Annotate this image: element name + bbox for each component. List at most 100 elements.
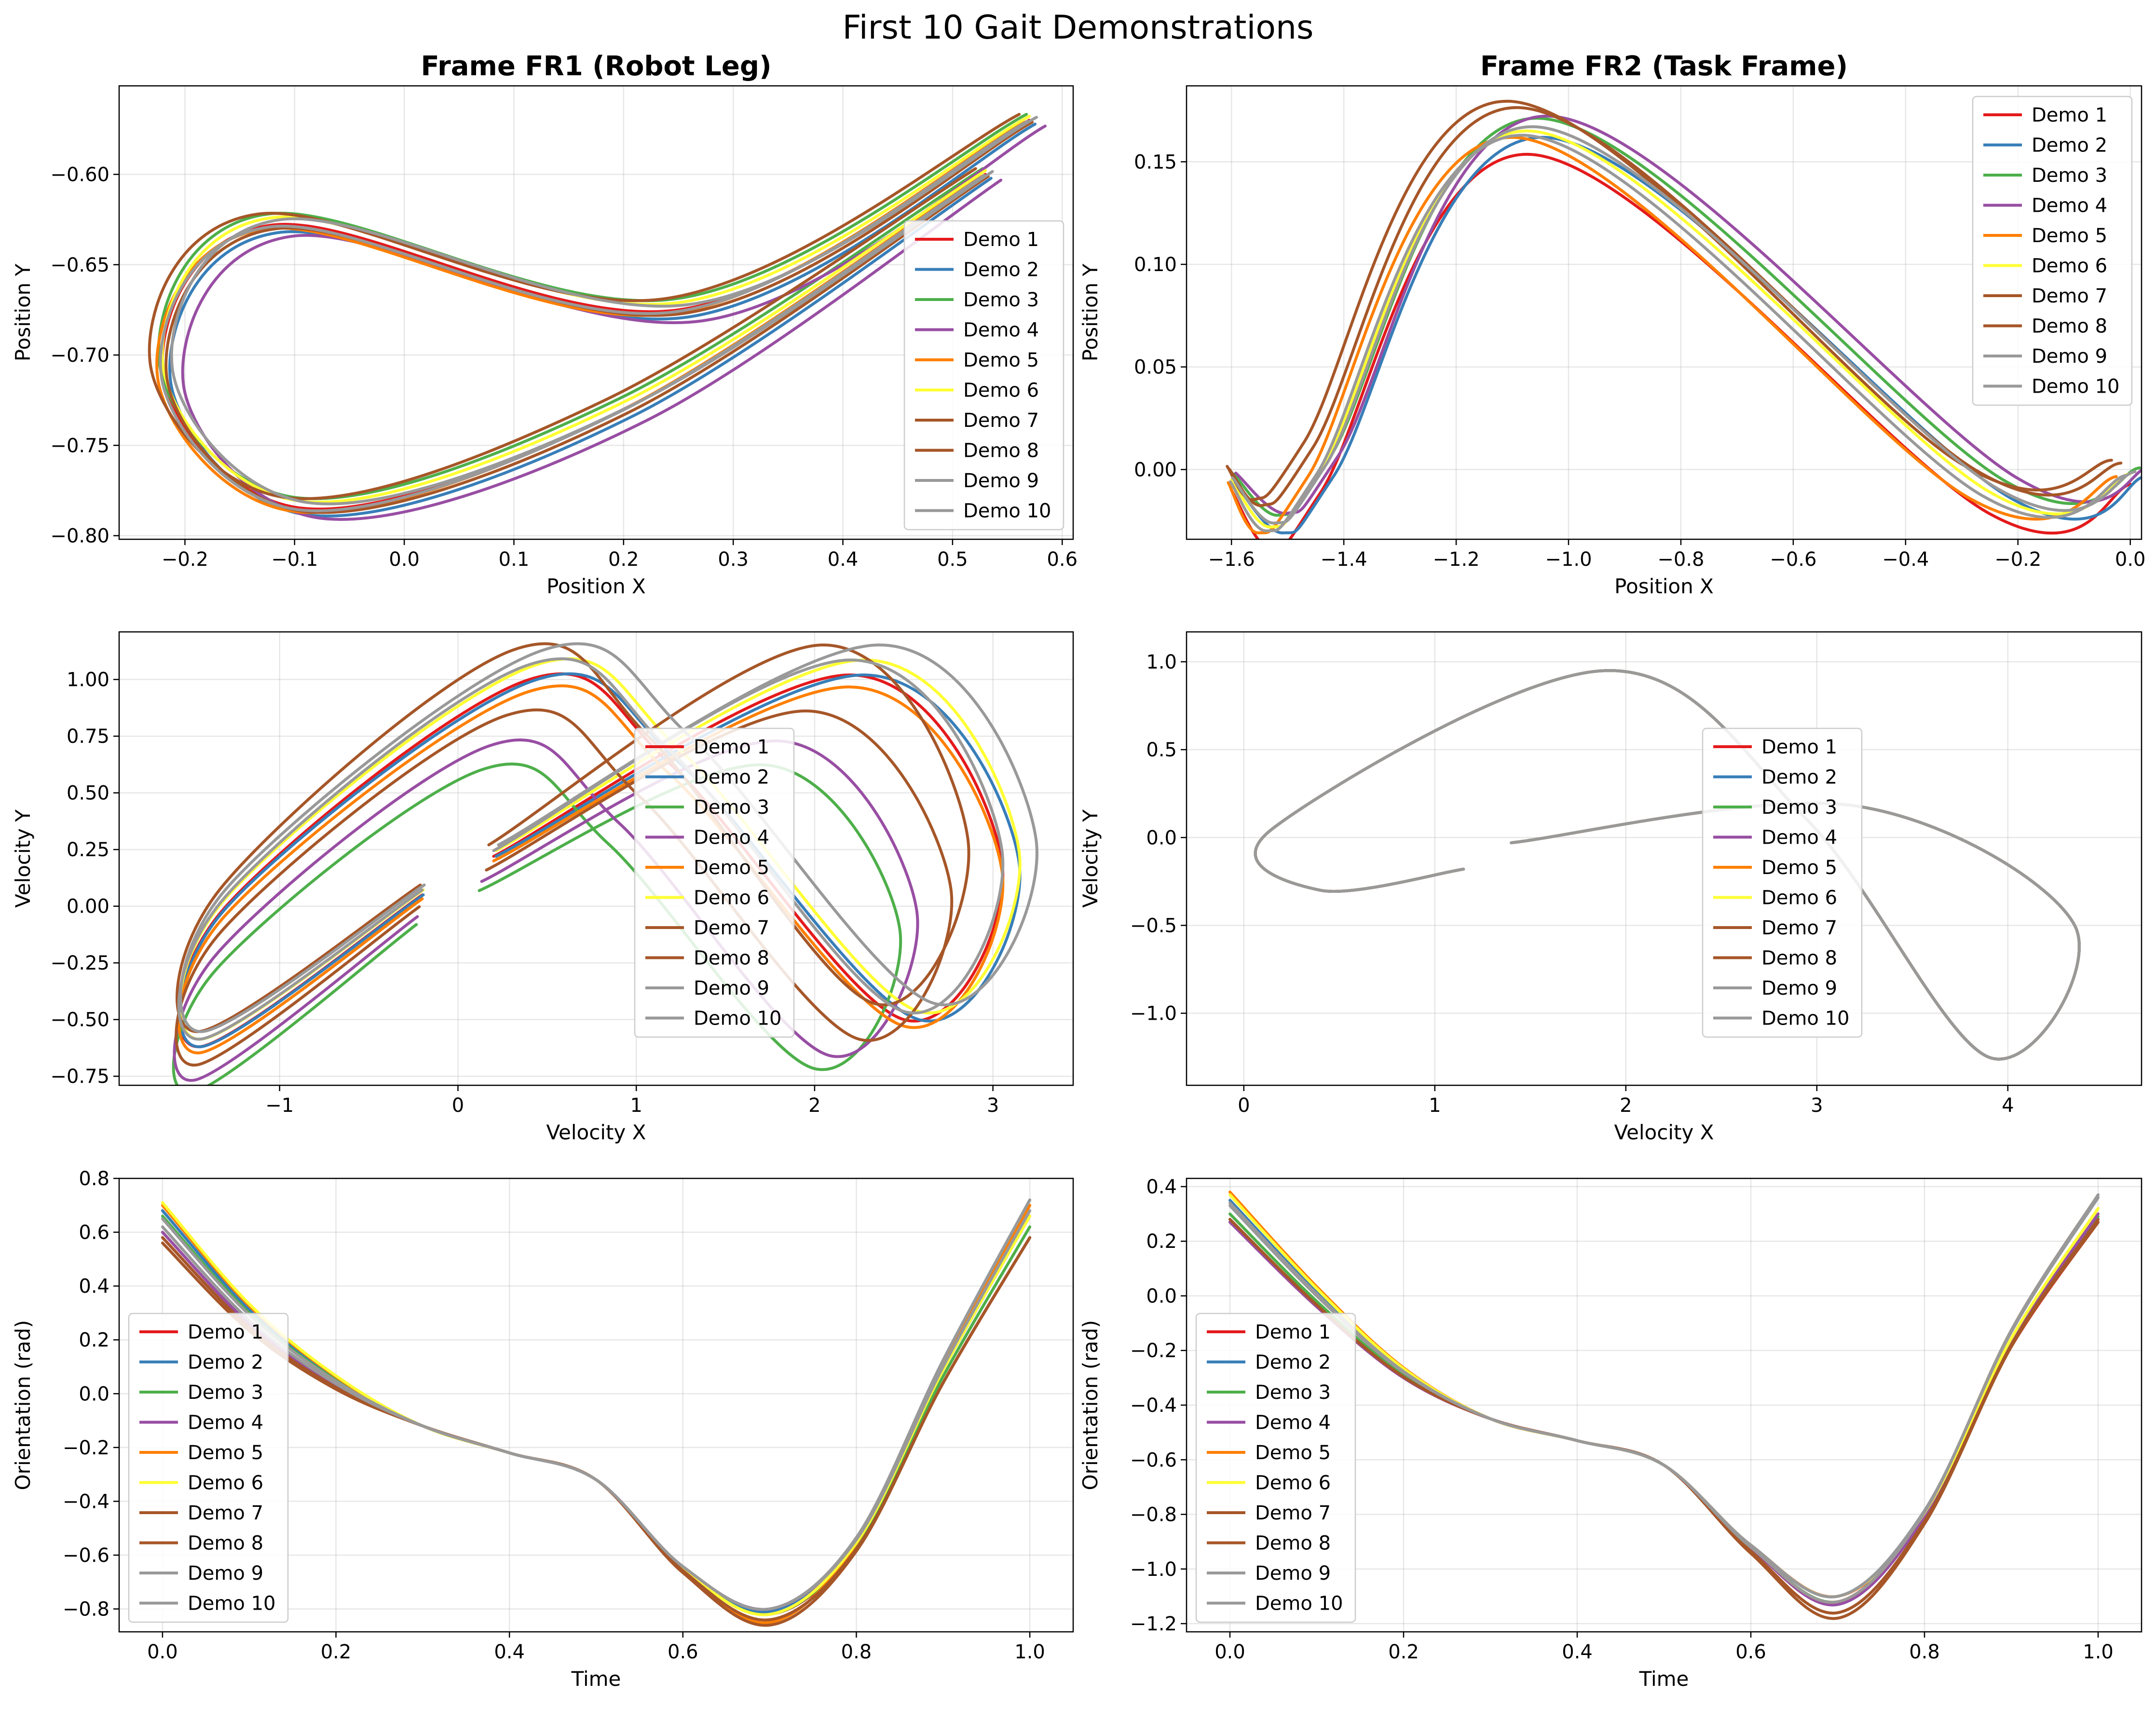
x-tick-label: −0.8 (1657, 548, 1704, 571)
legend-label: Demo 8 (188, 1532, 263, 1555)
legend-label: Demo 8 (2032, 315, 2107, 338)
y-axis-label: Velocity Y (1078, 809, 1102, 908)
y-tick-label: 0.5 (1146, 739, 1177, 761)
x-tick-label: 0.0 (1214, 1641, 1245, 1663)
legend-label: Demo 9 (2032, 345, 2107, 368)
axes-frame (1186, 631, 2142, 1086)
x-tick-label: 0 (452, 1094, 464, 1117)
legend-label: Demo 4 (963, 319, 1039, 342)
figure-suptitle: First 10 Gait Demonstrations (843, 9, 1314, 47)
x-tick-label: 0.8 (841, 1641, 872, 1663)
legend-label: Demo 2 (1255, 1352, 1331, 1374)
y-tick-label: 0.50 (67, 782, 109, 805)
legend-label: Demo 6 (2032, 255, 2107, 277)
series-line-demo-4 (1234, 114, 2142, 515)
series-line-demo-10 (170, 116, 1038, 506)
y-tick-label: −0.5 (1130, 915, 1177, 937)
x-tick-label: 0.4 (494, 1641, 525, 1663)
legend-label: Demo 10 (694, 1008, 781, 1030)
panel-2: −1.6 −1.4 −1.2 −1.0 −0.8 −0.6 −0.4 −0.2 0.0 0.00 0… (1078, 51, 2146, 598)
legend-label: Demo 10 (188, 1593, 275, 1615)
panel-5: 0.0 0.2 0.4 0.6 0.8 1.0 −0.8 −0.6 −0.4 −0.2 0.0 0.2… (11, 1168, 1074, 1691)
legend-label: Demo 4 (1255, 1412, 1331, 1434)
y-tick-label: −0.2 (63, 1437, 109, 1459)
series-line-demo-3 (157, 113, 1028, 500)
y-tick-label: 0.00 (1134, 459, 1177, 481)
legend-label: Demo 4 (694, 827, 769, 849)
legend: Demo 1 Demo 2 Demo 3 Demo 4 Demo 5 Demo 6 Demo… (1972, 96, 2133, 406)
y-axis-label: Position Y (1078, 263, 1102, 361)
legend-label: Demo 7 (2032, 285, 2107, 307)
legend-label: Demo 10 (2032, 376, 2119, 398)
x-tick-label: −0.2 (162, 548, 208, 571)
series-line-demo-10 (161, 1198, 1032, 1611)
legend-label: Demo 4 (1761, 827, 1837, 849)
panel-1: −0.2 −0.1 0.0 0.1 0.2 0.3 0.4 0.5 0.6 −0.80 −0.75 −… (11, 51, 1078, 598)
legend-label: Demo 1 (1761, 736, 1837, 758)
series-line-demo-10 (1228, 134, 2127, 533)
x-tick-label: 0.0 (389, 548, 420, 571)
legend-label: Demo 9 (188, 1562, 263, 1585)
y-tick-label: 0.25 (67, 839, 109, 861)
legend-label: Demo 7 (963, 410, 1039, 432)
legend-label: Demo 9 (694, 977, 769, 999)
y-tick-label: 0.15 (1134, 151, 1177, 173)
series-line-demo-3 (172, 762, 902, 1085)
y-tick-label: 0.4 (79, 1275, 109, 1298)
y-tick-label: −0.70 (50, 344, 109, 367)
legend-label: Demo 8 (694, 947, 769, 970)
x-tick-label: 0.2 (321, 1641, 352, 1663)
x-tick-label: 0.6 (668, 1641, 698, 1663)
y-tick-label: −0.6 (1130, 1449, 1177, 1471)
series-line-demo-8 (1228, 106, 2123, 507)
y-tick-label: −0.50 (50, 1009, 109, 1031)
legend-label: Demo 1 (694, 736, 769, 758)
y-tick-label: −1.0 (1130, 1003, 1177, 1025)
x-tick-label: −0.1 (271, 548, 318, 571)
x-tick-label: 0.2 (1388, 1641, 1419, 1663)
axes-frame (118, 631, 1074, 1086)
x-tick-label: −0.4 (1882, 548, 1929, 571)
legend-label: Demo 2 (2032, 135, 2107, 157)
series-line-demo-8 (164, 121, 1034, 514)
legend-label: Demo 6 (694, 887, 769, 909)
axes-frame (1186, 85, 2142, 540)
legend-label: Demo 8 (1255, 1532, 1331, 1555)
x-tick-label: −1 (265, 1094, 294, 1117)
series-line-demo-10 (1228, 1193, 2100, 1604)
y-axis-label: Orientation (rad) (11, 1320, 35, 1490)
x-tick-label: 1.0 (1014, 1641, 1045, 1663)
y-tick-label: 0.10 (1134, 254, 1177, 276)
legend-label: Demo 7 (188, 1502, 263, 1524)
x-tick-label: 0 (1238, 1094, 1250, 1117)
x-tick-label: −1.0 (1545, 548, 1592, 571)
legend-label: Demo 6 (188, 1472, 263, 1494)
legend-label: Demo 10 (1255, 1593, 1343, 1615)
y-tick-label: 1.00 (67, 669, 109, 691)
y-tick-label: −1.2 (1130, 1613, 1177, 1635)
x-tick-label: 0.0 (2115, 548, 2146, 571)
y-tick-label: −0.75 (50, 1066, 109, 1088)
x-tick-label: 0.0 (147, 1641, 178, 1663)
legend-label: Demo 10 (963, 500, 1051, 522)
y-axis-label: Velocity Y (11, 809, 35, 908)
x-tick-label: 0.5 (937, 548, 968, 571)
legend-label: Demo 9 (1761, 977, 1837, 999)
axes-frame (118, 85, 1074, 540)
legend-label: Demo 1 (963, 229, 1039, 251)
legend-label: Demo 6 (1255, 1472, 1331, 1494)
series-line-demo-6 (161, 115, 1031, 504)
x-tick-label: −0.6 (1770, 548, 1816, 571)
y-tick-label: 0.6 (79, 1222, 109, 1244)
y-tick-label: 0.0 (79, 1383, 109, 1405)
series-line-demo-1 (1230, 152, 2132, 539)
x-tick-label: 0.1 (499, 548, 530, 571)
x-tick-label: 0.4 (828, 548, 859, 571)
y-tick-label: −0.8 (1130, 1504, 1177, 1526)
y-tick-label: 0.0 (1146, 1285, 1177, 1307)
legend-label: Demo 6 (1761, 887, 1837, 909)
panel-title: Frame FR2 (Task Frame) (1480, 51, 1848, 82)
legend-label: Demo 3 (1761, 796, 1837, 819)
legend-label: Demo 7 (694, 917, 769, 939)
